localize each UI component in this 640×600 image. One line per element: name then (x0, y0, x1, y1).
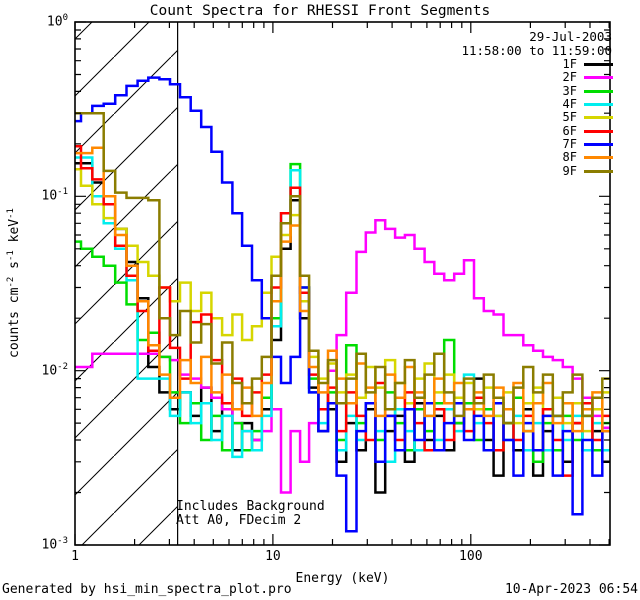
y-tick-label-1e-2: 10-2 (41, 361, 69, 379)
legend-color-line-3F (584, 89, 613, 93)
legend-item-7F: 7F (562, 136, 613, 151)
footer-generator-text: Generated by hsi_min_spectra_plot.pro (2, 582, 292, 597)
annotation-attenuator-state: Att A0, FDecim 2 (176, 513, 302, 528)
y-tick-label-1e0: 100 (46, 13, 68, 30)
legend-item-8F: 8F (563, 151, 613, 164)
x-tick-label-1: 1 (71, 549, 79, 564)
legend-label-1F: 1F (562, 57, 577, 72)
legend-label-9F: 9F (562, 163, 577, 178)
legend-label-4F: 4F (562, 97, 577, 112)
legend-item-6F: 6F (563, 124, 613, 137)
legend-item-5F: 5F (563, 111, 613, 124)
legend-label-2F: 2F (562, 70, 577, 85)
y-axis-label: counts cm-2 s-1 keV-1 (5, 208, 23, 358)
series-9F (75, 111, 610, 425)
legend-item-3F: 3F (562, 83, 613, 98)
legend-item-9F: 9F (563, 164, 613, 177)
plot-title: Count Spectra for RHESSI Front Segments (149, 3, 491, 19)
axis-ticks (74, 21, 610, 546)
legend: 1F 2F 3F 4F 5F 6F 7F 8F 9F (563, 58, 613, 178)
legend-item-4F: 4F (563, 98, 613, 111)
legend-item-1F: 1F (563, 58, 613, 71)
legend-color-line-5F (584, 116, 613, 120)
series-7F (75, 76, 610, 533)
annotation-includes-background: Includes Background (176, 499, 325, 514)
y-tick-label-1e-1: 10-1 (41, 187, 69, 204)
legend-label-6F: 6F (562, 123, 577, 138)
legend-color-line-8F (584, 156, 613, 160)
x-axis-label: Energy (keV) (295, 571, 390, 586)
x-tick-label-100: 100 (459, 549, 483, 564)
footer-timestamp: 10-Apr-2023 06:54 (504, 582, 638, 597)
observation-date: 29-Jul-2003 (529, 29, 612, 44)
series-group (75, 76, 610, 533)
x-tick-label-10: 10 (265, 549, 281, 564)
legend-label-8F: 8F (562, 150, 577, 165)
legend-color-line-4F (584, 103, 613, 107)
axes-box (74, 21, 611, 546)
legend-label-3F: 3F (562, 83, 577, 98)
y-tick-label-1e-3: 10-3 (41, 536, 69, 553)
legend-color-line-2F (584, 76, 613, 80)
observation-time-range: 11:58:00 to 11:59:00 (461, 43, 612, 58)
legend-color-line-9F (584, 169, 613, 173)
legend-color-line-6F (584, 129, 613, 133)
legend-label-5F: 5F (562, 110, 577, 125)
legend-color-line-1F (584, 63, 613, 67)
legend-item-2F: 2F (563, 71, 613, 84)
legend-label-7F: 7F (562, 136, 577, 151)
series-2F (75, 218, 610, 494)
legend-color-line-7F (584, 142, 613, 146)
